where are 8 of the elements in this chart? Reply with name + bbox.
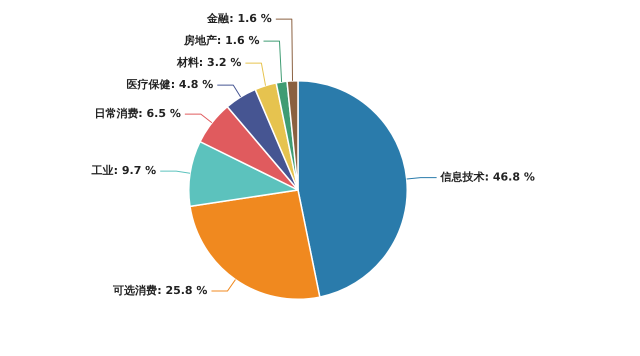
slice-label: 信息技术: 46.8 % (440, 170, 535, 184)
slice-label: 工业: 9.7 % (90, 164, 156, 177)
slice-label: 金融: 1.6 % (206, 12, 272, 25)
slice-label: 可选消费: 25.8 % (112, 284, 208, 297)
slice-label: 材料: 3.2 % (176, 56, 242, 69)
slice-label: 医疗保健: 4.8 % (126, 78, 214, 91)
slice-label: 房地产: 1.6 % (182, 34, 260, 47)
slice-label: 日常消费: 6.5 % (94, 107, 181, 120)
